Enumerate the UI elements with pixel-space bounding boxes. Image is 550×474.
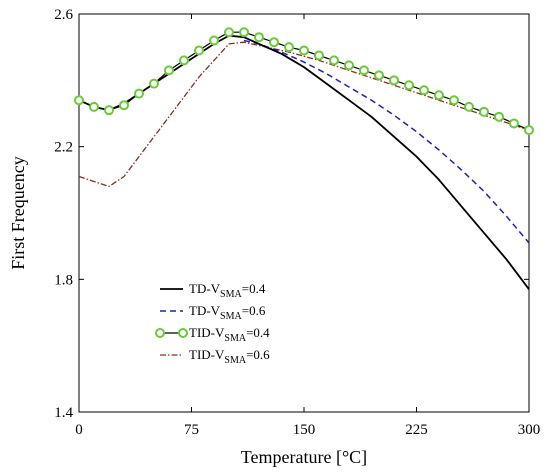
data-point-marker <box>104 105 114 116</box>
data-point-marker <box>284 42 294 53</box>
data-point-marker <box>374 70 384 81</box>
data-point-marker <box>269 37 279 48</box>
series-line-2 <box>243 39 530 244</box>
data-point-marker <box>194 45 204 56</box>
legend-label-suffix: =0.4 <box>242 281 266 296</box>
series-layer <box>74 27 534 290</box>
y-tick-label: 2.6 <box>54 7 73 23</box>
legend-label-subscript: SMA <box>220 289 242 300</box>
data-point-marker <box>479 106 489 117</box>
data-point-marker <box>389 75 399 86</box>
legend-label-subscript: SMA <box>224 355 246 366</box>
data-point-marker <box>119 100 129 111</box>
data-point-marker <box>239 27 249 38</box>
y-tick-label: 1.8 <box>54 272 73 288</box>
data-point-marker <box>224 27 234 38</box>
legend-label-1: TD-VSMA=0.4 <box>189 281 266 300</box>
y-tick-label: 1.4 <box>54 405 73 421</box>
legend-label-suffix: =0.6 <box>242 303 266 318</box>
legend-label-3: TID-VSMA=0.4 <box>189 325 270 344</box>
ticks-layer: 0 75 150 225 300 1.4 1.8 2.2 2.6 <box>54 7 540 438</box>
data-point-marker <box>449 95 459 106</box>
legend-label-subscript: SMA <box>224 333 246 344</box>
x-tick-label: 225 <box>405 422 428 438</box>
data-point-marker <box>494 111 504 122</box>
legend-marker <box>178 328 188 338</box>
legend-label-prefix: TD-V <box>189 281 221 296</box>
y-tick-label: 2.2 <box>54 140 73 156</box>
data-point-marker <box>344 60 354 71</box>
data-point-marker <box>164 65 174 76</box>
data-point-marker <box>149 78 159 89</box>
data-point-marker <box>314 50 324 61</box>
legend-marker <box>155 328 165 338</box>
data-point-marker <box>359 65 369 76</box>
y-axis-title: First Frequency <box>8 156 28 269</box>
legend: TD-VSMA=0.4TD-VSMA=0.6TID-VSMA=0.4TID-VS… <box>155 281 270 366</box>
legend-label-prefix: TID-V <box>189 325 225 340</box>
data-point-marker <box>254 32 264 43</box>
data-point-marker <box>524 125 534 136</box>
data-point-marker <box>134 88 144 99</box>
data-point-marker <box>434 90 444 101</box>
data-point-marker <box>74 95 84 106</box>
data-point-marker <box>464 101 474 112</box>
legend-label-subscript: SMA <box>220 311 242 322</box>
data-point-marker <box>419 85 429 96</box>
x-tick-label: 0 <box>75 422 83 438</box>
data-point-marker <box>209 35 219 46</box>
x-tick-label: 150 <box>293 422 316 438</box>
legend-label-suffix: =0.4 <box>246 325 270 340</box>
plot-frame <box>78 13 530 413</box>
legend-label-suffix: =0.6 <box>246 347 270 362</box>
data-point-marker <box>179 55 189 66</box>
series-line-4 <box>78 41 530 188</box>
x-tick-label: 300 <box>518 422 541 438</box>
x-axis-title: Temperature [°C] <box>241 447 367 467</box>
legend-label-prefix: TD-V <box>189 303 221 318</box>
data-point-marker <box>299 45 309 56</box>
data-point-marker <box>89 101 99 112</box>
x-tick-label: 75 <box>184 422 199 438</box>
legend-label-4: TID-VSMA=0.6 <box>189 347 270 366</box>
legend-label-2: TD-VSMA=0.6 <box>189 303 266 322</box>
data-point-marker <box>509 118 519 129</box>
data-point-marker <box>329 55 339 66</box>
data-point-marker <box>404 80 414 91</box>
legend-label-prefix: TID-V <box>189 347 225 362</box>
